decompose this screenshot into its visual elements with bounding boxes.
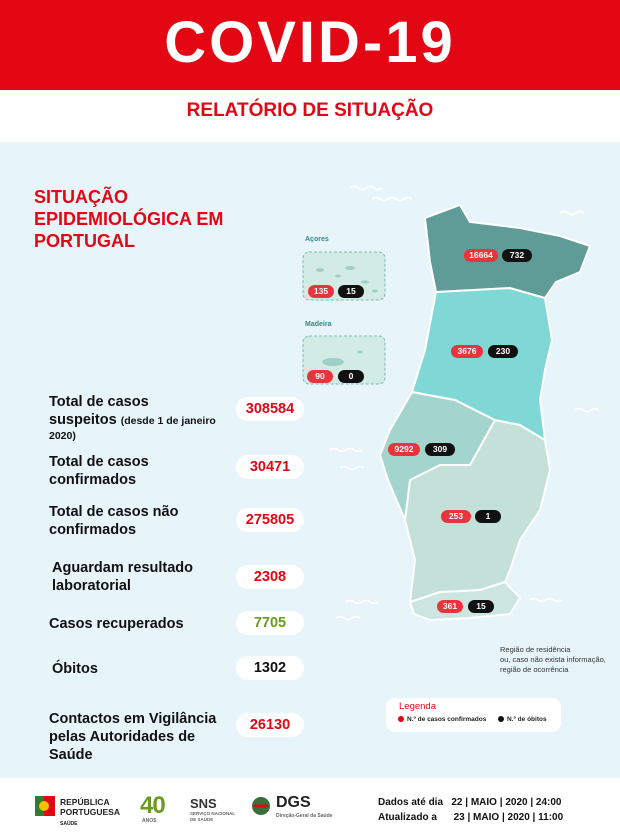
stat-value-suspeitos: 308584	[236, 397, 304, 421]
legend-title: Legenda	[399, 701, 436, 712]
republica-saude-label: SAÚDE	[60, 821, 78, 827]
stat-label-recuperados: Casos recuperados	[49, 616, 184, 632]
dgs-emblem-icon	[252, 797, 270, 815]
wave-decoration	[329, 185, 600, 621]
map-note: Região de residência ou, caso não exista…	[500, 645, 606, 674]
lisboa-deaths-badge: 309	[425, 443, 455, 456]
stat-value-obitos: 1302	[236, 656, 304, 680]
madeira-deaths-badge: 0	[338, 370, 364, 383]
island-label-madeira: Madeira	[305, 321, 332, 328]
centro-cases-badge: 3676	[451, 345, 483, 358]
norte-deaths-badge: 732	[502, 249, 532, 262]
sns-logo: SNS	[190, 796, 217, 811]
stat-label-suspeitos: Total de casos suspeitos (desde 1 de jan…	[49, 394, 216, 442]
centro-deaths-badge: 230	[488, 345, 518, 358]
dgs-logo-subtitle: Direção-Geral da Saúde	[276, 813, 333, 819]
page-title: COVID-19	[164, 10, 456, 75]
madeira-islands	[322, 350, 363, 366]
updated-date-line: Atualizado a 23 | MAIO | 2020 | 11:00	[378, 812, 564, 823]
stat-value-recuperados: 7705	[236, 611, 304, 635]
stat-label-nao-confirmados: Total de casos não confirmados	[49, 504, 179, 538]
forty-years-label: ANOS	[142, 818, 157, 824]
legend-item-deaths: N.º de óbitos	[498, 716, 547, 723]
lisboa-cases-badge: 9292	[388, 443, 420, 456]
algarve-cases-badge: 361	[437, 600, 463, 613]
report-subtitle: RELATÓRIO DE SITUAÇÃO	[186, 100, 434, 121]
sns-logo-subtitle: SERVIÇO NACIONAL DE SAÚDE	[190, 811, 236, 822]
stat-label-aguardam: Aguardam resultado laboratorial	[52, 560, 193, 594]
legend-deaths-dot	[498, 716, 504, 722]
norte-cases-badge: 16664	[464, 249, 498, 262]
stat-value-contactos: 26130	[236, 713, 304, 737]
dgs-logo: DGS	[276, 794, 311, 811]
stat-label-confirmados: Total de casos confirmados	[49, 454, 149, 488]
footer: REPÚBLICA PORTUGUESA SAÚDE 40 ANOS SNS S…	[0, 778, 620, 833]
data-date-line: Dados até dia 22 | MAIO | 2020 | 24:00	[378, 797, 562, 808]
stat-value-nao-confirmados: 275805	[236, 508, 304, 532]
header-banner: COVID-19	[0, 0, 620, 90]
alentejo-cases-badge: 253	[441, 510, 471, 523]
acores-deaths-badge: 15	[338, 285, 364, 298]
stat-value-aguardam: 2308	[236, 565, 304, 589]
section-title: SITUAÇÃO EPIDEMIOLÓGICA EM PORTUGAL	[34, 187, 224, 251]
stat-label-obitos: Óbitos	[52, 661, 98, 677]
legend-cases-dot	[398, 716, 404, 722]
acores-islands	[316, 266, 378, 293]
algarve-deaths-badge: 15	[468, 600, 494, 613]
alentejo-deaths-badge: 1	[475, 510, 501, 523]
stat-label-contactos: Contactos em Vigilância pelas Autoridade…	[49, 711, 217, 763]
legend-item-cases: N.º de casos confirmados	[398, 716, 486, 723]
stat-value-confirmados: 30471	[236, 455, 304, 479]
island-label-acores: Açores	[305, 236, 329, 243]
madeira-cases-badge: 90	[307, 370, 333, 383]
republica-logo-text: REPÚBLICA PORTUGUESA	[60, 797, 120, 817]
republica-emblem-icon	[35, 796, 55, 816]
legend: Legenda N.º de casos confirmados N.º de …	[386, 698, 561, 732]
acores-cases-badge: 135	[308, 285, 334, 298]
forty-years-logo: 40	[140, 792, 166, 819]
